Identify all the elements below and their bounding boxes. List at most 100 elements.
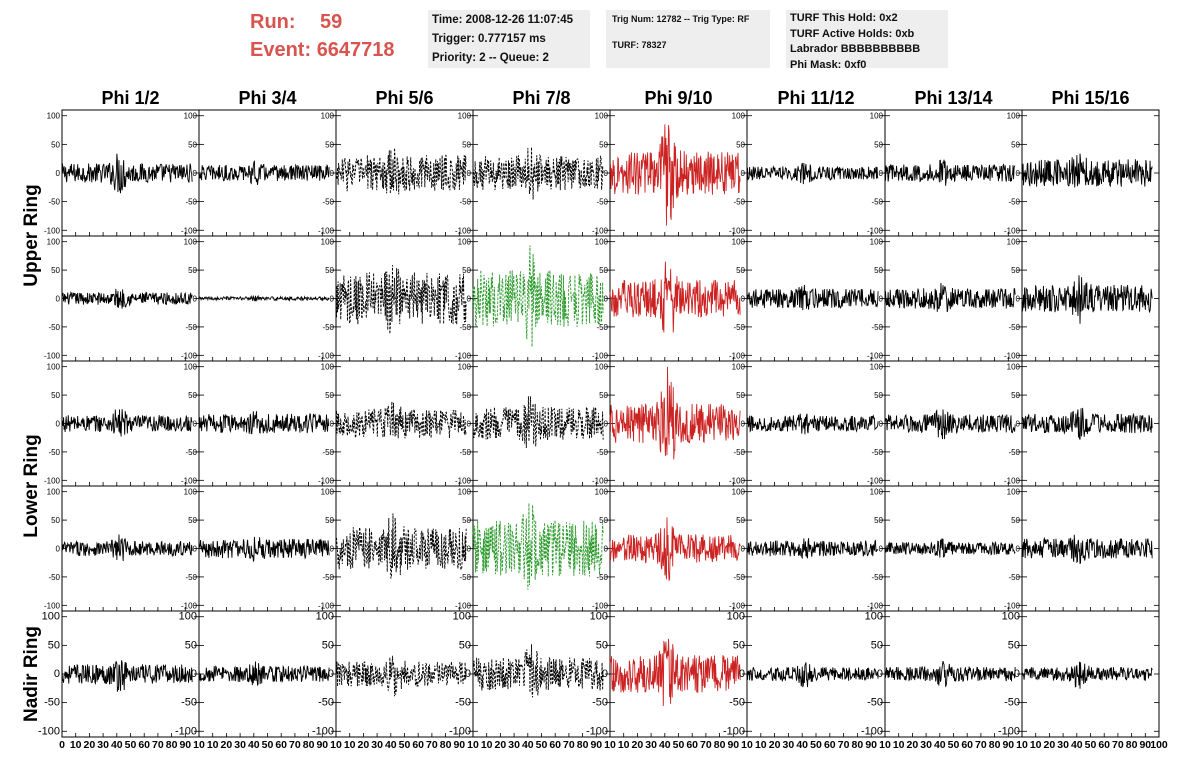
x-tick-label: 90 xyxy=(590,739,602,751)
y-tick-label: 0 xyxy=(467,169,472,178)
waveform-trace xyxy=(61,153,193,194)
y-tick-label: 0 xyxy=(330,545,335,554)
x-tick-label: 0 xyxy=(59,739,65,751)
y-tick-label: 0 xyxy=(467,545,472,554)
y-tick-label: 0 xyxy=(1016,295,1021,304)
x-tick-label: 10 xyxy=(330,739,342,751)
y-tick-label: -50 xyxy=(48,323,60,332)
x-tick-label: 90 xyxy=(727,739,739,751)
waveform-trace xyxy=(61,288,193,309)
y-tick-label: -100 xyxy=(729,351,746,360)
waveform-trace xyxy=(746,662,879,688)
x-tick-label: 90 xyxy=(179,739,191,751)
y-tick-label: -100 xyxy=(455,226,472,235)
x-tick-label: 50 xyxy=(399,739,411,751)
y-tick-label: -50 xyxy=(596,448,608,457)
y-tick-label: -50 xyxy=(48,448,60,457)
y-tick-label: 50 xyxy=(48,639,60,651)
y-tick-label: 0 xyxy=(465,668,471,680)
y-tick-label: -50 xyxy=(455,697,471,709)
x-tick-label: 90 xyxy=(865,739,877,751)
x-tick-label: 50 xyxy=(948,739,960,751)
y-tick-label: -50 xyxy=(733,323,745,332)
x-tick-label: 20 xyxy=(1044,739,1056,751)
y-tick-label: 0 xyxy=(879,295,884,304)
column-header: Phi 9/10 xyxy=(644,88,712,108)
y-tick-label: 0 xyxy=(328,668,334,680)
waveform-trace xyxy=(61,534,193,561)
x-tick-label: 50 xyxy=(673,739,685,751)
x-tick-label: 30 xyxy=(920,739,932,751)
waveform-trace xyxy=(1021,534,1153,565)
waveform-trace xyxy=(609,638,741,706)
y-tick-label: -100 xyxy=(998,725,1020,737)
y-tick-label: -100 xyxy=(1004,226,1021,235)
x-tick-label: 70 xyxy=(700,739,712,751)
x-tick-label: 80 xyxy=(989,739,1001,751)
waveform-trace xyxy=(884,283,1016,313)
y-tick-label: 0 xyxy=(330,420,335,429)
x-tick-label: 20 xyxy=(221,739,233,751)
y-tick-label: -50 xyxy=(592,697,608,709)
y-tick-label: -50 xyxy=(729,697,745,709)
y-tick-label: -50 xyxy=(322,448,334,457)
y-tick-label: 100 xyxy=(47,363,61,372)
waveform-trace xyxy=(335,513,467,579)
y-tick-label: 100 xyxy=(870,363,884,372)
x-tick-label: 80 xyxy=(440,739,452,751)
x-tick-label: 70 xyxy=(838,739,850,751)
y-tick-label: 0 xyxy=(193,420,198,429)
y-tick-label: -100 xyxy=(181,476,198,485)
waveform-trace xyxy=(472,245,604,347)
y-tick-label: 100 xyxy=(865,611,883,623)
y-tick-label: 100 xyxy=(321,363,335,372)
priority-text: Priority: 2 -- Queue: 2 xyxy=(432,52,549,64)
y-tick-label: -50 xyxy=(871,198,883,207)
run-line: Run: 59 xyxy=(250,8,425,36)
x-tick-label: 10 xyxy=(207,739,219,751)
y-tick-label: -100 xyxy=(1004,601,1021,610)
x-tick-label: 10 xyxy=(193,739,205,751)
x-tick-label: 10 xyxy=(344,739,356,751)
y-tick-label: -100 xyxy=(592,226,609,235)
y-tick-label: 0 xyxy=(1016,169,1021,178)
y-tick-label: -100 xyxy=(867,601,884,610)
y-tick-label: -50 xyxy=(733,573,745,582)
y-tick-label: 100 xyxy=(1007,488,1021,497)
y-tick-label: -50 xyxy=(322,323,334,332)
y-tick-label: -100 xyxy=(867,351,884,360)
x-tick-label: 60 xyxy=(686,739,698,751)
x-tick-label: 80 xyxy=(714,739,726,751)
waveform-trace xyxy=(609,261,741,333)
x-tick-label: 30 xyxy=(508,739,520,751)
waveform-trace xyxy=(335,265,467,334)
x-tick-label: 30 xyxy=(1057,739,1069,751)
y-tick-label: -100 xyxy=(592,351,609,360)
y-tick-label: 100 xyxy=(595,363,609,372)
y-tick-label: -100 xyxy=(44,226,61,235)
x-tick-label: 40 xyxy=(522,739,534,751)
y-tick-label: 0 xyxy=(604,420,609,429)
waveform-trace xyxy=(746,413,879,435)
y-tick-label: -100 xyxy=(1004,351,1021,360)
y-tick-label: 0 xyxy=(467,420,472,429)
y-tick-label: 50 xyxy=(322,639,334,651)
y-tick-label: -100 xyxy=(318,601,335,610)
y-tick-label: 0 xyxy=(330,169,335,178)
x-tick-label: 90 xyxy=(453,739,465,751)
x-tick-label: 90 xyxy=(1139,739,1151,751)
waveform-trace xyxy=(198,536,330,563)
y-tick-label: -50 xyxy=(322,573,334,582)
y-tick-label: 100 xyxy=(184,238,198,247)
run-value: 59 xyxy=(320,11,343,33)
y-tick-label: 0 xyxy=(741,545,746,554)
y-tick-label: -50 xyxy=(322,198,334,207)
event-label: Event: xyxy=(250,39,312,61)
x-tick-label: 10 xyxy=(604,739,616,751)
x-tick-label: 70 xyxy=(426,739,438,751)
waveform-trace xyxy=(884,660,1016,688)
x-tick-label: 50 xyxy=(1085,739,1097,751)
y-tick-label: -100 xyxy=(729,476,746,485)
x-tick-label: 40 xyxy=(385,739,397,751)
y-tick-label: -100 xyxy=(44,476,61,485)
